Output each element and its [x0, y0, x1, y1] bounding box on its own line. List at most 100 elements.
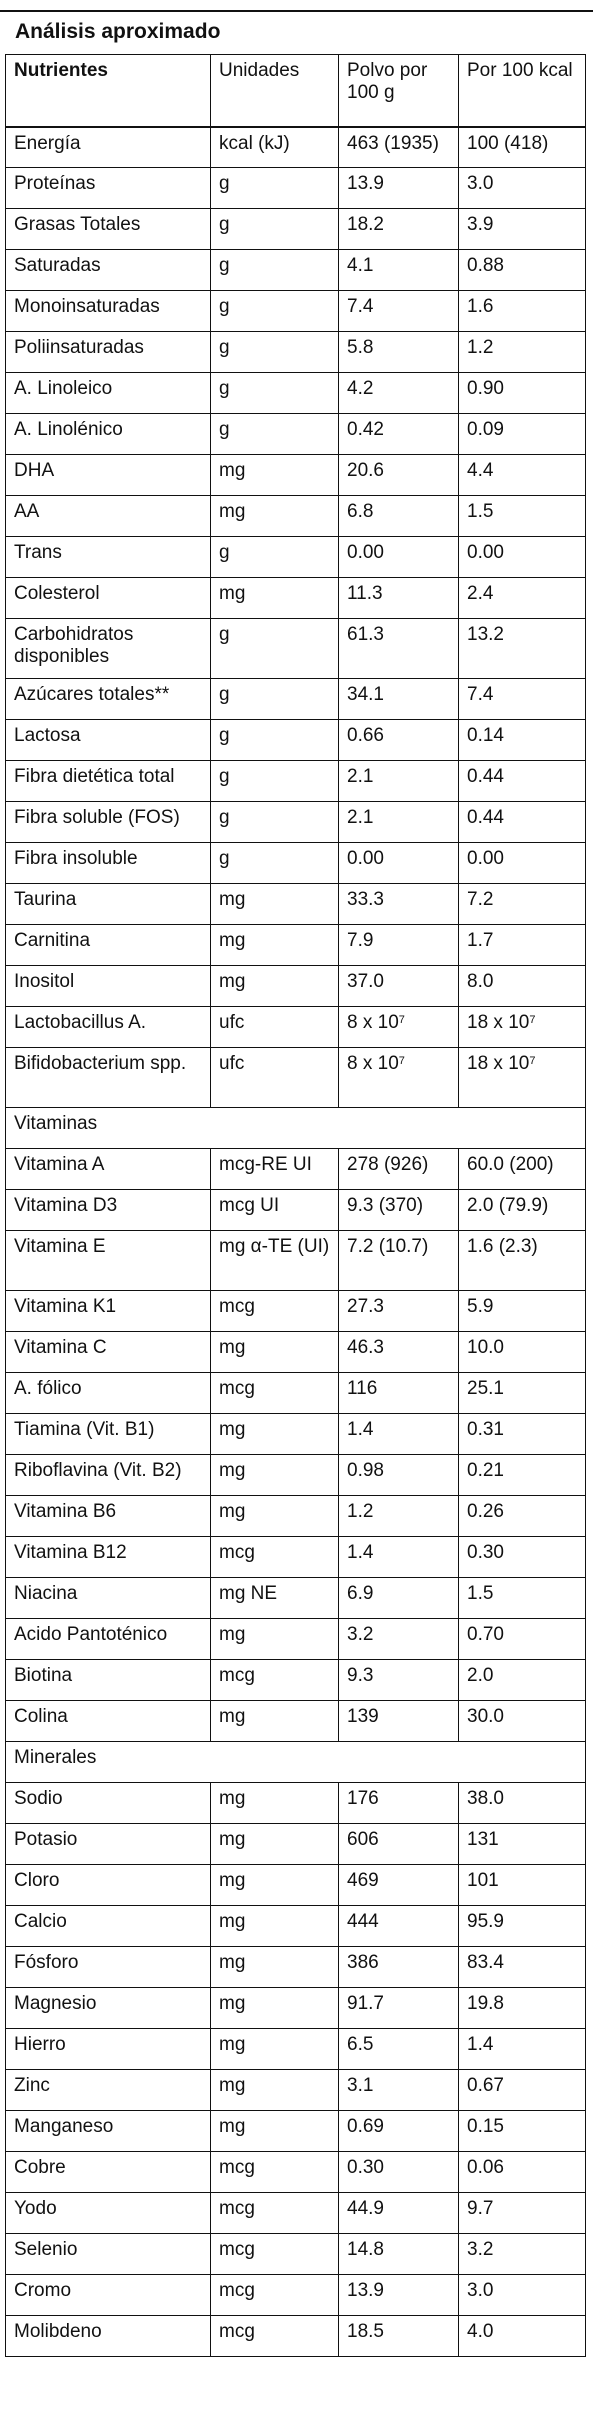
nutrient-cell-text: Fósforo [14, 1952, 79, 1973]
table-row: Lactobacillus A. ufc 8 x 107 18 x 107 [5, 1006, 586, 1048]
nutrient-cell-text: Taurina [14, 889, 77, 910]
per-100g-cell-text: 8 x 10 [347, 1053, 399, 1074]
header-per-100kcal: Por 100 kcal [458, 54, 586, 127]
table-row: A. Linoleico g 4.2 0.90 [5, 372, 586, 414]
per-100g-cell-text: 27.3 [347, 1296, 384, 1317]
unit-cell-text: g [219, 337, 230, 358]
per-100kcal-cell-text: 4.4 [467, 460, 494, 481]
per-100g-cell: 91.7 [338, 1987, 459, 2029]
unit-cell-text: mg [219, 1624, 246, 1645]
section-row: Minerales [5, 1741, 586, 1783]
per-100g-cell-text: 3.1 [347, 2075, 374, 2096]
nutrient-cell-text: Carbohidratos disponibles [14, 624, 134, 667]
unit-cell: mg [210, 1905, 339, 1947]
per-100kcal-cell: 9.7 [458, 2192, 586, 2234]
per-100kcal-cell-text: 3.9 [467, 214, 494, 235]
nutrient-cell: Proteínas [5, 167, 211, 209]
per-100kcal-cell-text: 2.4 [467, 583, 494, 604]
per-100kcal-cell: 25.1 [458, 1372, 586, 1414]
per-100kcal-cell: 0.15 [458, 2110, 586, 2152]
nutrient-cell: Fibra insoluble [5, 842, 211, 884]
nutrient-cell: Poliinsaturadas [5, 331, 211, 373]
unit-cell: g [210, 801, 339, 843]
table-row: Grasas Totales g 18.2 3.9 [5, 208, 586, 250]
table-row: Cloro mg 469 101 [5, 1864, 586, 1906]
per-100g-cell: 8 x 107 [338, 1006, 459, 1048]
exponent: 7 [398, 1014, 405, 1026]
unit-cell: mcg [210, 2192, 339, 2234]
table-row: Colina mg 139 30.0 [5, 1700, 586, 1742]
unit-cell-text: mg [219, 460, 246, 481]
unit-cell: kcal (kJ) [210, 125, 339, 168]
nutrient-cell: Hierro [5, 2028, 211, 2070]
nutrient-cell-text: Zinc [14, 2075, 50, 2096]
nutrient-cell-text: Hierro [14, 2034, 66, 2055]
nutrient-cell: A. Linolénico [5, 413, 211, 455]
per-100g-cell: 2.1 [338, 760, 459, 802]
unit-cell: mcg-RE UI [210, 1148, 339, 1190]
per-100g-cell: 11.3 [338, 577, 459, 619]
per-100kcal-cell-text: 60.0 (200) [467, 1154, 554, 1175]
table-title: Análisis aproximado [0, 10, 593, 54]
per-100g-cell: 386 [338, 1946, 459, 1988]
per-100kcal-cell: 0.06 [458, 2151, 586, 2193]
per-100g-cell: 469 [338, 1864, 459, 1906]
per-100kcal-cell-text: 0.21 [467, 1460, 504, 1481]
per-100g-cell-text: 14.8 [347, 2239, 384, 2260]
per-100g-cell-text: 4.2 [347, 378, 374, 399]
nutrient-cell-text: Acido Pantoténico [14, 1624, 168, 1645]
nutrient-cell-text: Inositol [14, 971, 75, 992]
per-100g-cell-text: 18.5 [347, 2321, 384, 2342]
unit-cell-text: mg [219, 971, 246, 992]
nutrient-cell-text: Monoinsaturadas [14, 296, 160, 317]
unit-cell: mg [210, 1946, 339, 1988]
unit-cell-text: mg [219, 501, 246, 522]
per-100g-cell: 0.42 [338, 413, 459, 455]
table-row: DHA mg 20.6 4.4 [5, 454, 586, 496]
unit-cell-text: mcg [219, 2198, 255, 2219]
per-100g-cell: 13.9 [338, 167, 459, 209]
unit-cell-text: g [219, 766, 230, 787]
unit-cell-text: mg [219, 1829, 246, 1850]
per-100kcal-cell: 0.70 [458, 1618, 586, 1660]
table-row: Yodo mcg 44.9 9.7 [5, 2192, 586, 2234]
unit-cell: mg [210, 1495, 339, 1537]
per-100g-cell-text: 13.9 [347, 173, 384, 194]
per-100kcal-cell: 1.6 (2.3) [458, 1230, 586, 1291]
per-100kcal-cell: 0.67 [458, 2069, 586, 2111]
unit-cell: mcg [210, 1372, 339, 1414]
unit-cell-text: mcg UI [219, 1195, 280, 1216]
table-row: Bifidobacterium spp. ufc 8 x 107 18 x 107 [5, 1047, 586, 1108]
per-100kcal-cell-text: 0.30 [467, 1542, 504, 1563]
unit-cell-text: mg [219, 2034, 246, 2055]
per-100g-cell-text: 4.1 [347, 255, 374, 276]
nutrient-cell: Colesterol [5, 577, 211, 619]
per-100kcal-cell: 95.9 [458, 1905, 586, 1947]
nutrient-cell-text: Energía [14, 132, 81, 154]
per-100kcal-cell: 0.44 [458, 801, 586, 843]
unit-cell-text: mcg [219, 2321, 255, 2342]
per-100g-cell-text: 13.9 [347, 2280, 384, 2301]
nutrient-cell-text: Vitamina K1 [14, 1296, 117, 1317]
per-100kcal-cell-text: 0.00 [467, 848, 504, 869]
table-row: Vitamina C mg 46.3 10.0 [5, 1331, 586, 1373]
per-100g-cell-text: 11.3 [347, 583, 383, 604]
unit-cell-text: g [219, 624, 230, 645]
nutrient-cell: Manganeso [5, 2110, 211, 2152]
per-100g-cell: 27.3 [338, 1290, 459, 1332]
unit-cell-text: mg NE [219, 1583, 278, 1604]
per-100kcal-cell-text: 0.44 [467, 807, 504, 828]
per-100g-cell: 37.0 [338, 965, 459, 1007]
per-100kcal-cell: 18 x 107 [458, 1047, 586, 1108]
per-100g-cell-text: 6.8 [347, 501, 374, 522]
per-100kcal-cell-text: 0.88 [467, 255, 504, 276]
per-100kcal-cell-text: 1.2 [467, 337, 494, 358]
per-100kcal-cell: 0.26 [458, 1495, 586, 1537]
unit-cell-text: mg [219, 1706, 246, 1727]
nutrient-cell: Lactobacillus A. [5, 1006, 211, 1048]
nutrient-cell-text: Tiamina (Vit. B1) [14, 1419, 155, 1440]
nutrient-cell: Trans [5, 536, 211, 578]
nutrient-cell-text: Vitamina B12 [14, 1542, 127, 1563]
unit-cell: mcg [210, 1536, 339, 1578]
unit-cell: mg [210, 1782, 339, 1824]
